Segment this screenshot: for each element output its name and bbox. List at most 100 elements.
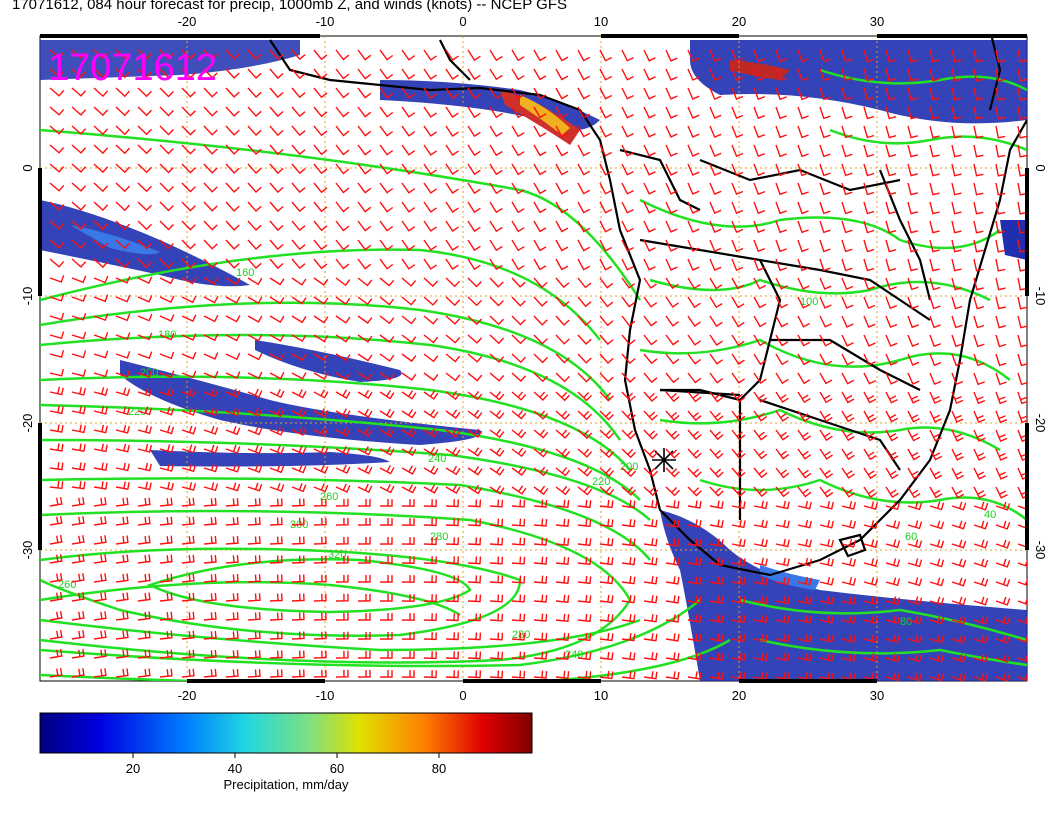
wind-barb-icon: [687, 49, 700, 62]
wind-barb-icon: [269, 612, 283, 621]
wind-barb-icon: [995, 68, 1006, 82]
wind-barb-icon: [599, 49, 613, 62]
wind-barb-icon: [159, 144, 174, 155]
wind-barb-icon: [335, 517, 349, 526]
wind-barb-icon: [577, 448, 593, 458]
wind-barb-icon: [731, 201, 744, 215]
wind-barb-icon: [995, 334, 1007, 348]
wind-barb-icon: [269, 371, 285, 380]
wind-barb-icon: [731, 633, 746, 643]
wind-barb-icon: [709, 163, 722, 177]
wind-barb-icon: [885, 106, 897, 120]
wind-barb-icon: [247, 296, 263, 305]
wind-barb-icon: [731, 106, 744, 120]
wind-barb-icon: [775, 144, 787, 158]
wind-barb-icon: [687, 500, 702, 509]
wind-barb-icon: [555, 518, 570, 527]
wind-barb-icon: [115, 144, 131, 155]
wind-barb-icon: [181, 554, 195, 564]
wind-barb-icon: [753, 519, 768, 529]
wind-barb-icon: [357, 408, 373, 418]
wind-barb-icon: [885, 539, 901, 549]
wind-barb-icon: [511, 258, 525, 271]
wind-barb-icon: [489, 409, 505, 420]
wind-barb-icon: [137, 481, 152, 491]
wind-barb-icon: [687, 538, 702, 547]
svg-text:0: 0: [459, 14, 466, 29]
wind-barb-icon: [511, 201, 525, 214]
wind-barb-icon: [841, 68, 853, 82]
wind-barb-icon: [71, 49, 87, 59]
wind-barb-icon: [775, 201, 787, 215]
wind-barb-icon: [49, 312, 65, 321]
wind-barb-icon: [775, 315, 789, 328]
wind-barb-icon: [445, 258, 459, 270]
colorbar-ticks: 20 40 60 80 Precipitation, mm/day: [126, 753, 446, 792]
wind-barb-icon: [555, 537, 570, 546]
wind-barb-icon: [709, 614, 724, 624]
wind-barb-icon: [335, 593, 349, 602]
wind-barb-icon: [599, 594, 614, 604]
wind-barb-icon: [533, 670, 548, 679]
wind-barb-icon: [445, 651, 459, 660]
wind-barb-icon: [357, 498, 371, 507]
wind-barb-icon: [423, 556, 437, 565]
wind-barb-icon: [335, 68, 350, 80]
wind-barb-icon: [137, 444, 153, 453]
wind-barb-icon: [335, 201, 350, 213]
wind-barb-icon: [731, 429, 746, 441]
wind-barb-icon: [159, 444, 175, 454]
wind-barb-icon: [731, 182, 744, 196]
wind-barb-icon: [423, 670, 437, 679]
contour-labels: 160 180 200 220 240 260 280 300 320 280 …: [58, 267, 996, 661]
wind-barb-icon: [885, 391, 898, 404]
wind-barb-icon: [819, 372, 833, 385]
wind-barb-icon: [775, 633, 790, 643]
wind-barb-icon: [357, 315, 373, 324]
wind-barb-icon: [731, 163, 744, 177]
wind-barb-icon: [71, 182, 87, 192]
wind-barb-icon: [467, 651, 482, 660]
wind-barb-icon: [379, 68, 394, 80]
wind-barb-icon: [489, 485, 505, 495]
wind-barb-icon: [687, 144, 700, 157]
wind-barb-icon: [863, 296, 876, 310]
wind-barb-icon: [709, 372, 724, 384]
wind-barb-icon: [181, 611, 195, 621]
wind-barb-icon: [357, 427, 373, 437]
wind-barb-icon: [929, 539, 945, 549]
wind-barb-icon: [181, 125, 196, 136]
wind-barb-icon: [863, 334, 876, 347]
wind-barb-icon: [687, 68, 700, 81]
wind-barb-icon: [313, 182, 328, 194]
wind-barb-icon: [225, 87, 240, 98]
wind-barb-icon: [665, 144, 678, 157]
wind-barb-icon: [1017, 182, 1027, 196]
wind-barb-icon: [71, 331, 87, 340]
wind-barb-icon: [907, 144, 918, 158]
wind-barb-icon: [401, 239, 416, 251]
wind-barb-icon: [379, 408, 395, 419]
wind-barb-icon: [929, 296, 941, 310]
frame-ticks: [38, 34, 1029, 683]
wind-barb-icon: [973, 239, 984, 253]
wind-barb-icon: [357, 220, 372, 232]
wind-barb-icon: [643, 49, 656, 62]
wind-barb-icon: [159, 87, 174, 98]
wind-barb-icon: [313, 163, 328, 175]
wind-barb-icon: [357, 68, 372, 80]
wind-barb-icon: [269, 258, 284, 270]
wind-barb-icon: [335, 536, 349, 545]
wind-barb-icon: [819, 429, 833, 442]
wind-barb-icon: [929, 277, 941, 291]
wind-barb-icon: [335, 334, 351, 343]
wind-barb-icon: [819, 239, 831, 253]
wind-barb-icon: [775, 353, 789, 366]
wind-barb-icon: [907, 258, 918, 272]
wind-barb-icon: [115, 258, 131, 269]
wind-barb-icon: [599, 315, 614, 327]
wind-barb-icon: [577, 499, 592, 509]
wind-barb-icon: [93, 275, 109, 284]
wind-barb-icon: [357, 106, 372, 118]
